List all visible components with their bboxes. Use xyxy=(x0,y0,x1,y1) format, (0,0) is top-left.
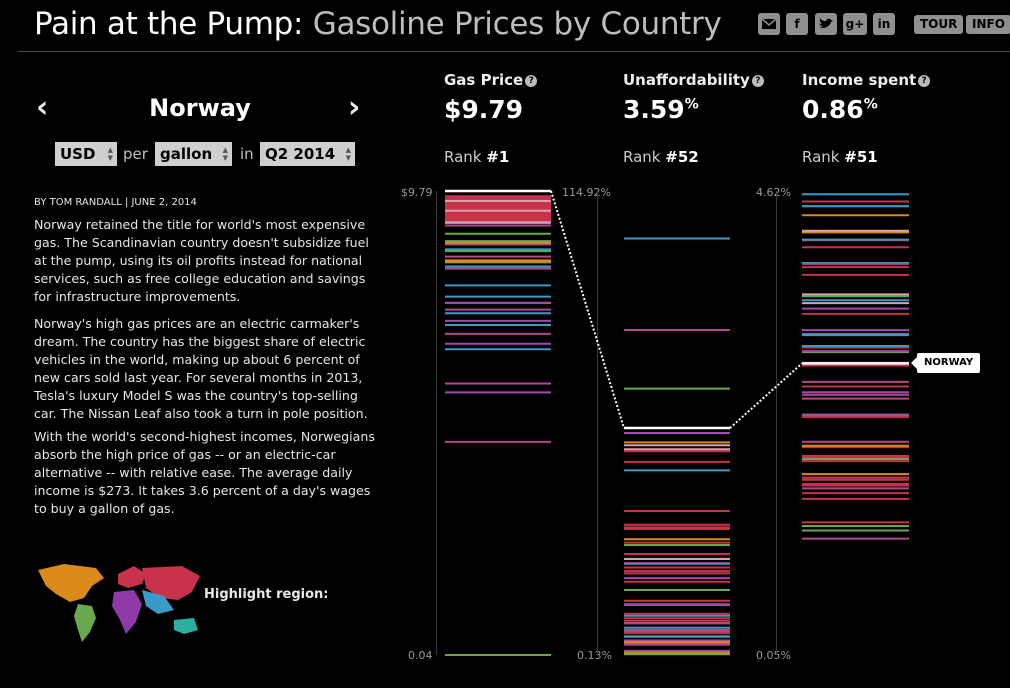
period-value: Q2 2014 xyxy=(265,145,336,163)
norway-highlight-tag: NORWAY xyxy=(910,353,981,374)
title-main: Pain at the Pump: xyxy=(34,6,304,42)
world-map[interactable] xyxy=(34,560,204,645)
income-spent-value: 0.86% xyxy=(802,95,878,124)
tour-button[interactable]: TOUR xyxy=(914,15,964,34)
income-axis-line xyxy=(776,191,777,655)
twitter-icon[interactable] xyxy=(815,13,837,35)
norway-connector-line xyxy=(550,190,625,429)
currency-value: USD xyxy=(60,145,96,163)
unaff-axis-bottom-label: 0.13% xyxy=(577,649,612,662)
country-name: Norway xyxy=(149,94,251,122)
unaffordability-value: 3.59% xyxy=(623,95,699,124)
info-button[interactable]: INFO xyxy=(966,15,1010,34)
help-icon[interactable]: ? xyxy=(918,75,931,87)
gas-axis-line xyxy=(436,191,437,655)
unaffordability-rank: Rank #52 xyxy=(623,148,699,166)
region-asia-north[interactable] xyxy=(142,566,200,600)
period-select[interactable]: Q2 2014 ▲ ▼ xyxy=(260,142,355,166)
per-label: per xyxy=(123,145,148,163)
region-oceania[interactable] xyxy=(174,618,198,634)
unit-value: gallon xyxy=(160,145,213,163)
highlight-region-label: Highlight region: xyxy=(204,587,329,602)
byline: BY TOM RANDALL | JUNE 2, 2014 xyxy=(34,197,197,208)
gas-axis-top-label: $9.79 xyxy=(401,186,433,199)
help-icon[interactable]: ? xyxy=(751,75,764,87)
unaff-axis-line xyxy=(597,191,598,655)
article-paragraph: With the world's second-highest incomes,… xyxy=(34,429,375,516)
currency-select[interactable]: USD ▲ ▼ xyxy=(55,142,117,166)
income-spent-header: Income spent? xyxy=(802,71,931,89)
help-icon[interactable]: ? xyxy=(525,75,538,87)
region-north-america[interactable] xyxy=(38,564,104,602)
region-south-america[interactable] xyxy=(74,604,96,642)
unit-select[interactable]: gallon ▲ ▼ xyxy=(155,142,232,166)
region-europe[interactable] xyxy=(118,566,146,588)
unaffordability-header: Unaffordability? xyxy=(623,71,764,89)
facebook-icon[interactable]: f xyxy=(786,13,808,35)
gas-price-value: $9.79 xyxy=(444,95,524,124)
title-sub: Gasoline Prices by Country xyxy=(312,6,722,42)
income-axis-bottom-label: 0.05% xyxy=(756,649,791,662)
linkedin-icon[interactable]: in xyxy=(873,13,895,35)
updown-icon: ▲ ▼ xyxy=(345,146,351,162)
region-africa[interactable] xyxy=(112,590,142,634)
income-spent-rank: Rank #51 xyxy=(802,148,878,166)
article-paragraph: Norway's high gas prices are an electric… xyxy=(34,316,368,421)
page-title: Pain at the Pump: Gasoline Prices by Cou… xyxy=(34,6,722,42)
norway-connector-line xyxy=(729,362,803,429)
income-axis-top-label: 4.62% xyxy=(756,186,791,199)
in-label: in xyxy=(240,145,254,163)
gas-axis-bottom-label: 0.04 xyxy=(408,649,433,662)
google-plus-icon[interactable]: g+ xyxy=(843,13,867,35)
updown-icon: ▲ ▼ xyxy=(107,146,113,162)
next-country-arrow-icon[interactable]: › xyxy=(348,90,361,125)
prev-country-arrow-icon[interactable]: ‹ xyxy=(36,90,49,125)
gas-price-rank: Rank #1 xyxy=(444,148,510,166)
article-paragraph: Norway retained the title for world's mo… xyxy=(34,217,369,304)
region-asia[interactable] xyxy=(142,590,174,614)
unaff-axis-top-label: 114.92% xyxy=(562,186,611,199)
gas-price-header: Gas Price? xyxy=(444,71,538,89)
updown-icon: ▲ ▼ xyxy=(222,146,228,162)
header-divider xyxy=(18,51,1010,52)
mail-icon[interactable] xyxy=(758,13,780,35)
